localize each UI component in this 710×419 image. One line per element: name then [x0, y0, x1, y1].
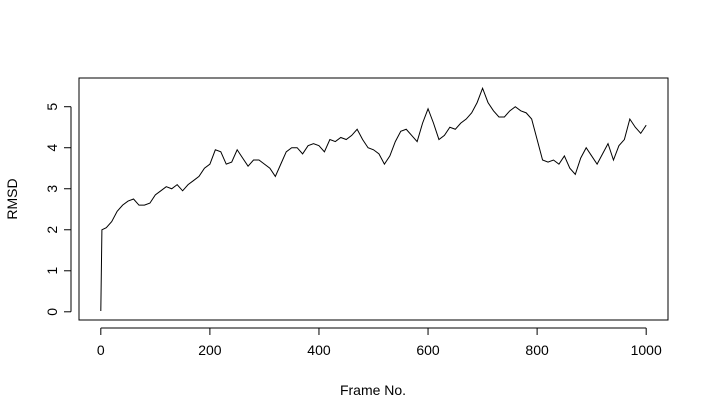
y-tick-label: 4 [44, 144, 60, 152]
y-tick-label: 1 [44, 267, 60, 275]
data-line [100, 86, 647, 311]
x-tick-label: 800 [525, 342, 549, 358]
x-tick-label: 1000 [631, 342, 662, 358]
y-tick-label: 5 [44, 103, 60, 111]
plot-box [78, 77, 669, 321]
y-tick-label: 3 [44, 185, 60, 193]
x-tick-label: 0 [97, 342, 105, 358]
x-tick-label: 600 [416, 342, 440, 358]
x-tick-label: 400 [307, 342, 331, 358]
x-axis-label: Frame No. [340, 382, 406, 398]
x-tick-label: 200 [198, 342, 222, 358]
y-tick-label: 0 [44, 308, 60, 316]
y-tick-label: 2 [44, 226, 60, 234]
y-axis-label: RMSD [4, 178, 20, 219]
